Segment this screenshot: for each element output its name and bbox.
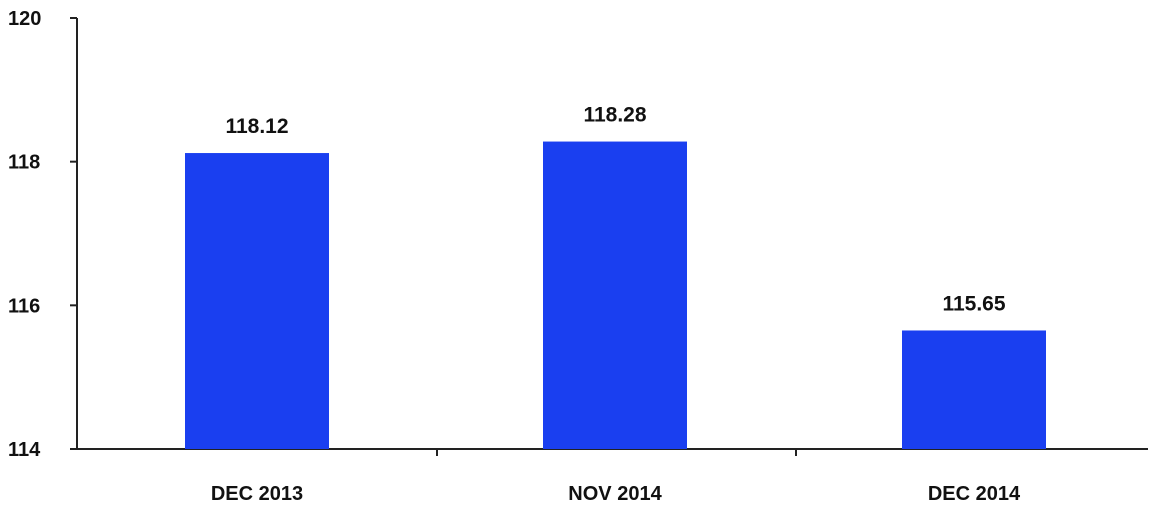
x-category-label: DEC 2014 [928, 483, 1021, 505]
x-axis: DEC 2013 NOV 2014 DEC 2014 [77, 448, 1148, 505]
y-tick-label: 116 [8, 295, 40, 317]
bars [185, 141, 1046, 449]
data-labels: 118.12 118.28 115.65 [225, 104, 1005, 316]
bar-nov-2014 [543, 141, 687, 449]
data-label: 118.28 [583, 104, 646, 127]
bar-dec-2014 [902, 330, 1046, 449]
y-axis: 114 116 118 120 [8, 8, 78, 461]
bar-dec-2013 [185, 153, 329, 449]
y-tick-label: 120 [8, 8, 41, 30]
x-category-label: NOV 2014 [568, 483, 662, 505]
y-tick-label: 114 [8, 439, 41, 461]
data-label: 118.12 [225, 115, 288, 138]
data-label: 115.65 [942, 292, 1005, 315]
x-category-label: DEC 2013 [211, 483, 303, 505]
y-tick-label: 118 [8, 152, 40, 174]
